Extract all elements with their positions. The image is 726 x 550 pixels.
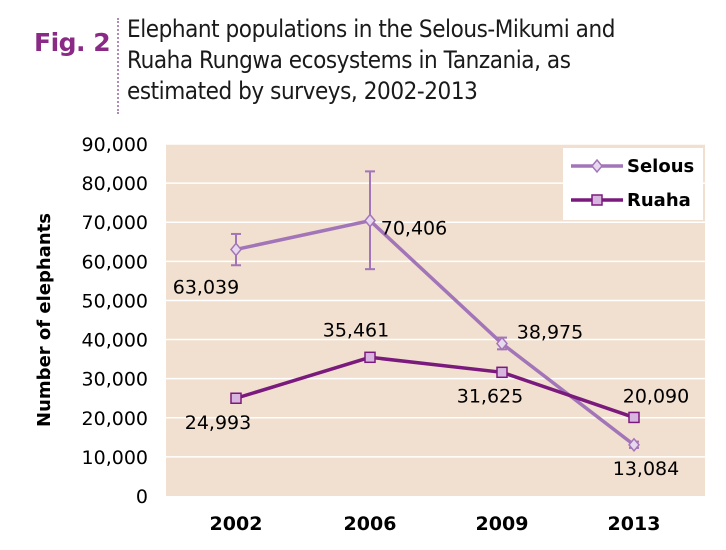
- x-axis-ticks: 2002 2006 2009 2013: [210, 513, 661, 535]
- data-labels-group: 63,039 70,406 38,975 13,084 24,993 35,461 31,6…: [173, 218, 689, 480]
- legend-marker: [591, 194, 603, 206]
- x-tick-label: 2006: [344, 513, 397, 535]
- data-label: 63,039: [173, 276, 239, 298]
- data-point: [364, 351, 376, 364]
- data-point: [628, 411, 640, 424]
- data-point: [628, 437, 640, 452]
- y-tick-label: 0: [136, 486, 148, 508]
- data-point: [230, 242, 242, 257]
- data-point: [496, 366, 508, 379]
- y-tick-label: 30,000: [82, 369, 148, 391]
- series-group: [230, 170, 640, 452]
- legend-box: [563, 148, 703, 220]
- data-point: [230, 392, 242, 404]
- series-ruaha: [230, 351, 640, 424]
- y-axis-label: Number of elephants: [34, 213, 55, 427]
- y-tick-label: 50,000: [82, 290, 148, 312]
- y-tick-label: 80,000: [82, 173, 148, 195]
- series-line: [235, 355, 635, 420]
- x-tick-label: 2013: [608, 513, 661, 535]
- legend-label: Ruaha: [627, 190, 691, 211]
- legend-label: Selous: [627, 156, 694, 177]
- y-tick-label: 70,000: [82, 212, 148, 234]
- legend: Selous Ruaha: [563, 148, 703, 220]
- data-label: 31,625: [457, 385, 523, 407]
- data-label: 70,406: [381, 218, 447, 240]
- data-label: 13,084: [613, 458, 679, 480]
- legend-marker: [591, 158, 603, 174]
- x-tick-label: 2002: [210, 513, 263, 535]
- figure-label: Fig. 2: [34, 28, 111, 57]
- y-tick-label: 10,000: [82, 447, 148, 469]
- figure-title: Elephant populations in the Selous-Mikum…: [127, 15, 615, 105]
- title-divider: [117, 18, 119, 114]
- y-tick-label: 20,000: [82, 408, 148, 430]
- y-tick-label: 60,000: [82, 251, 148, 273]
- y-tick-label: 40,000: [82, 330, 148, 352]
- x-tick-label: 2009: [476, 513, 529, 535]
- data-label: 24,993: [185, 412, 251, 434]
- data-label: 35,461: [323, 319, 389, 341]
- data-point: [496, 336, 508, 351]
- y-tick-label: 90,000: [82, 134, 148, 156]
- data-point: [364, 213, 376, 228]
- data-label: 38,975: [517, 322, 583, 344]
- data-label: 20,090: [623, 385, 689, 407]
- y-axis-ticks: 0 10,000 20,000 30,000 40,000 50,000 60,000 70,…: [82, 134, 148, 508]
